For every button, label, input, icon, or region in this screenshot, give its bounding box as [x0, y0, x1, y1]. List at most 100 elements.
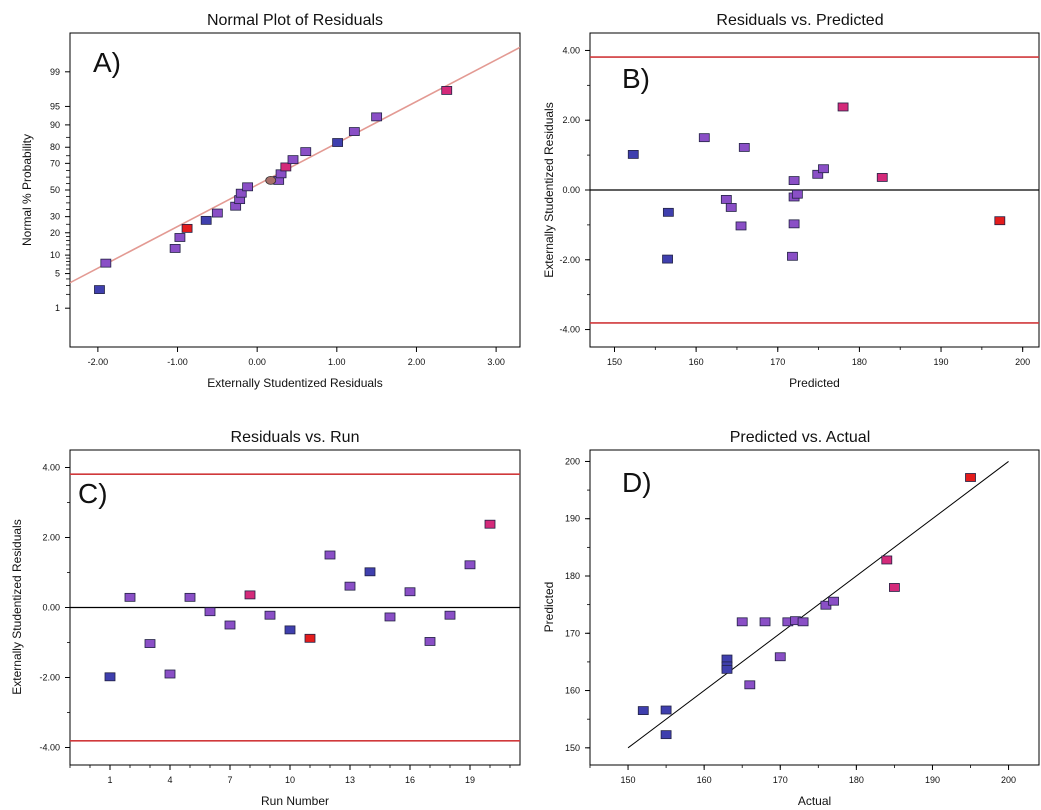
y-tick-label: 2.00 [42, 533, 60, 543]
data-point [484, 519, 496, 529]
data-point [384, 612, 396, 622]
panel-3: Residuals vs. Run C) Run Number Externally … [10, 429, 521, 808]
y-tick-label: -2.00 [559, 255, 580, 265]
data-point [812, 169, 824, 179]
data-point [735, 221, 747, 231]
y-axis-label: Externally Studentized Residuals [542, 102, 556, 277]
y-tick-label: 200 [565, 456, 580, 466]
data-point [662, 207, 674, 217]
chart-title: Predicted vs. Actual [730, 429, 871, 446]
x-tick-label: 180 [852, 357, 867, 367]
data-point [287, 155, 299, 165]
x-tick-label: 150 [621, 775, 636, 785]
data-point [324, 550, 336, 560]
fit-line [627, 461, 1009, 749]
data-point [759, 617, 771, 627]
data-point [876, 173, 888, 182]
y-tick-label: -4.00 [559, 325, 580, 335]
panel-letter: B) [622, 63, 650, 94]
data-point [264, 610, 276, 620]
data-point [627, 150, 639, 159]
x-axis-label: Externally Studentized Residuals [207, 376, 382, 390]
x-tick-label: 3.00 [487, 357, 505, 367]
y-tick-label: -2.00 [39, 673, 60, 683]
x-tick-label: 200 [1015, 357, 1030, 367]
data-point [837, 102, 849, 112]
data-point [184, 592, 196, 602]
data-point [738, 143, 750, 152]
panel-1: Normal Plot of Residuals A) Externally Stu… [20, 12, 521, 390]
y-axis-label: Predicted [542, 582, 556, 633]
data-point [174, 233, 186, 242]
data-point [404, 587, 416, 597]
data-point [224, 620, 236, 630]
data-point [797, 617, 809, 627]
data-point [204, 607, 216, 617]
x-tick-label: 190 [934, 357, 949, 367]
data-point [211, 208, 223, 218]
x-tick-label: 170 [773, 775, 788, 785]
x-tick-label: 13 [345, 775, 355, 785]
panel-letter: D) [622, 467, 652, 498]
data-point [424, 637, 436, 646]
data-point [244, 590, 256, 600]
x-tick-label: -2.00 [88, 357, 109, 367]
plot-area [70, 46, 520, 294]
chart-title: Normal Plot of Residuals [207, 12, 383, 29]
data-point [736, 617, 748, 627]
data-point [788, 176, 800, 185]
data-point [791, 189, 803, 199]
plot-frame [69, 32, 521, 348]
data-point [725, 203, 737, 212]
data-point [662, 254, 673, 264]
x-tick-label: 190 [925, 775, 940, 785]
data-point [994, 216, 1006, 226]
x-tick-label: 180 [849, 775, 864, 785]
plot-frame [589, 449, 1040, 766]
y-tick-label: 0.00 [562, 185, 580, 195]
x-tick-label: 4 [167, 775, 172, 785]
data-point [100, 258, 112, 268]
y-tick-label: 150 [565, 743, 580, 753]
y-axis-label: Normal % Probability [20, 134, 34, 246]
data-point [280, 162, 292, 172]
x-tick-label: 160 [697, 775, 712, 785]
chart-title: Residuals vs. Run [231, 429, 360, 446]
y-tick-label: 30 [50, 212, 60, 222]
y-axis-label: Externally Studentized Residuals [10, 519, 24, 694]
panel-4: Predicted vs. Actual D) Actual Predicted 150… [542, 429, 1040, 808]
data-point [774, 652, 786, 662]
y-tick-label: 50 [50, 185, 60, 195]
data-point [164, 669, 176, 679]
y-tick-label: 4.00 [42, 463, 60, 473]
y-tick-label: 20 [50, 228, 60, 238]
data-point [965, 473, 976, 482]
y-tick-label: 160 [565, 686, 580, 696]
data-point [818, 164, 829, 174]
plot-area [70, 473, 520, 742]
x-tick-label: 2.00 [408, 357, 426, 367]
data-point [881, 555, 893, 565]
plot-area [590, 56, 1039, 324]
panel-letter: C) [78, 478, 108, 509]
x-tick-label: -1.00 [167, 357, 188, 367]
x-tick-label: 1 [107, 775, 112, 785]
y-tick-label: 0.00 [42, 603, 60, 613]
y-tick-label: 10 [50, 250, 60, 260]
data-point [94, 285, 105, 294]
data-point [889, 583, 900, 592]
x-axis-label: Predicted [789, 376, 840, 390]
data-point [720, 195, 732, 204]
data-point [698, 133, 710, 143]
y-tick-label: -4.00 [39, 743, 60, 753]
data-point [364, 567, 376, 577]
data-point [304, 633, 316, 643]
x-tick-label: 150 [607, 357, 622, 367]
y-tick-label: 90 [50, 120, 60, 130]
x-tick-label: 10 [285, 775, 295, 785]
y-tick-label: 1 [55, 303, 60, 313]
data-point [464, 560, 476, 570]
data-point [787, 251, 798, 261]
data-point [721, 664, 733, 674]
